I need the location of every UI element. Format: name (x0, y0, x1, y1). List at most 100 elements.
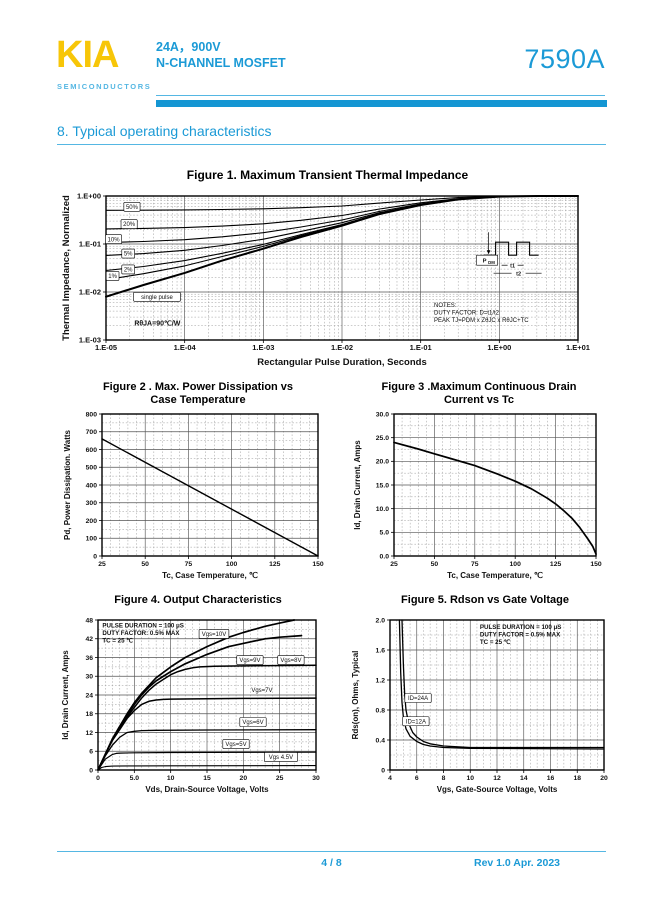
x-axis-title: Tc, Case Temperature, ℃ (162, 571, 258, 580)
y-tick-label: 48 (85, 617, 93, 624)
y-axis-title: Rds(on), Ohms, Typical (351, 651, 360, 740)
curve-label: Vgs 4.5V (269, 755, 293, 761)
y-tick-label: 1.E-02 (79, 287, 101, 296)
figure1-chart: 1.E-05 1.E-04 1.E-03 1.E-02 1.E-01 1.E+00 1.E+… (61, 191, 590, 368)
curve-label: 5% (124, 252, 133, 258)
x-tick-label: 0 (96, 775, 100, 782)
series-ID=12A (398, 619, 605, 750)
x-axis-title: Vds, Drain-Source Voltage, Volts (145, 785, 269, 794)
x-tick-label: 25 (276, 775, 284, 782)
fig5-plot: 4 6 8 10 12 14 16 18 20 0 0.4 0.8 1.2 1.6 2.0 Vgs, Gate… (351, 617, 608, 794)
y-tick-label: 0.0 (380, 553, 390, 560)
curve-label-box (198, 629, 230, 639)
y-tick-label: 500 (86, 465, 98, 472)
figure4-chart: 0 5.0 10 15 20 25 30 0 6 12 18 24 30 36 42 48 Vds, Drain… (61, 617, 320, 794)
x-tick-label: 150 (590, 561, 602, 568)
curve-label-box (404, 693, 432, 703)
y-tick-label: 1.E+00 (77, 191, 101, 200)
figure4-title: Figure 4. Output Characteristics (114, 594, 282, 606)
annotation: TC = 25 ℃ (480, 639, 511, 646)
x-tick-label: 4 (388, 775, 392, 782)
x-tick-label: 20 (240, 775, 248, 782)
curve-label: 1% (108, 274, 117, 280)
x-tick-label: 50 (431, 561, 439, 568)
curve-label-box (123, 202, 141, 212)
series-Vgs=8V (97, 664, 317, 771)
x-tick-label: 10 (167, 775, 175, 782)
header-divider-thick (156, 100, 607, 107)
x-tick-label: 50 (141, 561, 149, 568)
part-rating: 24A，900V (156, 40, 221, 54)
pdm-label: P (483, 259, 487, 265)
annotation: DUTY FACTOR: D=t1/t2 (434, 310, 500, 316)
x-tick-label: 16 (547, 775, 555, 782)
x-tick-label: 125 (550, 561, 562, 568)
y-axis-title: Thermal Impedance, Normalized (61, 195, 72, 341)
y-tick-label: 1.E-03 (79, 335, 101, 344)
t1-label: t1 (510, 264, 515, 270)
fig1-plot: 1.E-05 1.E-04 1.E-03 1.E-02 1.E-01 1.E+00 1.E+… (61, 191, 590, 368)
y-tick-label: 10.0 (376, 506, 389, 513)
curve-label-box (402, 716, 430, 727)
curve-label: 20% (123, 222, 136, 228)
y-tick-label: 600 (86, 447, 98, 454)
kia-logo: KIA (56, 34, 119, 76)
y-tick-label: 30.0 (376, 411, 389, 418)
y-tick-label: 2.0 (376, 617, 386, 624)
y-tick-label: 800 (86, 411, 98, 418)
annotation: PULSE DURATION = 100 μS (102, 623, 184, 630)
y-tick-label: 1.2 (376, 677, 386, 684)
x-tick-label: 1.E-04 (174, 343, 197, 352)
series-Vgs 4.5V (97, 765, 317, 771)
y-tick-label: 200 (86, 518, 98, 525)
x-tick-label: 15 (203, 775, 211, 782)
x-tick-label: 30 (312, 775, 320, 782)
y-tick-label: 0 (381, 767, 385, 774)
figure3-chart: 25 50 75 100 125 150 0.0 5.0 10.0 15.0 20.0 25.0 30.… (353, 411, 602, 580)
y-tick-label: 30 (85, 674, 93, 681)
x-tick-label: 12 (493, 775, 501, 782)
x-tick-label: 25 (98, 561, 106, 568)
annotation: DUTY FACTOR = 0.5% MAX (480, 632, 561, 639)
x-tick-label: 75 (185, 561, 193, 568)
y-axis-title: Id, Drain Current, Amps (61, 650, 70, 740)
y-tick-label: 18 (85, 711, 93, 718)
series-Id (393, 441, 597, 555)
x-tick-label: 6 (415, 775, 419, 782)
curve-label: ID=24A (408, 696, 428, 702)
y-tick-label: 5.0 (380, 530, 390, 537)
x-tick-label: 1.E+01 (566, 343, 590, 352)
y-tick-label: 6 (89, 749, 93, 756)
part-type: N-CHANNEL MOSFET (156, 56, 286, 71)
x-tick-label: 1.E+00 (487, 343, 511, 352)
y-tick-label: 700 (86, 429, 98, 436)
x-tick-label: 8 (442, 775, 446, 782)
y-tick-label: 36 (85, 655, 93, 662)
figure2-title: Figure 2 . Max. Power Dissipation vs Cas… (102, 381, 294, 407)
t2-label: t2 (516, 272, 521, 278)
annotation: PEAK TJ=PDM x ZθJC x RθJC+TC (434, 318, 529, 324)
curve-label: Vgs=7V (251, 688, 272, 694)
x-tick-label: 100 (226, 561, 238, 568)
x-tick-label: 150 (312, 561, 324, 568)
curve-label-box (105, 271, 120, 281)
y-tick-label: 25.0 (376, 435, 389, 442)
x-tick-label: 125 (269, 561, 281, 568)
curve-label-box (239, 717, 267, 727)
figure1-title: Figure 1. Maximum Transient Thermal Impe… (186, 168, 469, 182)
x-tick-label: 18 (573, 775, 581, 782)
x-tick-label: 75 (471, 561, 479, 568)
annotation: NOTES: (434, 303, 457, 309)
x-axis-title: Tc, Case Temperature, ℃ (447, 571, 543, 580)
fig3-plot: 25 50 75 100 125 150 0.0 5.0 10.0 15.0 20.0 25.0 30.… (353, 411, 602, 580)
pdm-sub-label: DM (488, 260, 495, 265)
revision-label: Rev 1.0 Apr. 2023 (474, 857, 560, 869)
x-axis-title: Vgs, Gate-Source Voltage, Volts (437, 785, 558, 794)
figure3-title: Figure 3 .Maximum Continuous Drain Curre… (381, 381, 577, 407)
fig2-plot: 25 50 75 100 125 150 0 100 200 300 400 500 600 700 800… (63, 411, 324, 580)
y-tick-label: 0 (93, 553, 97, 560)
figure5-chart: 4 6 8 10 12 14 16 18 20 0 0.4 0.8 1.2 1.6 2.0 Vgs, Gate… (351, 617, 608, 794)
y-tick-label: 100 (86, 536, 98, 543)
